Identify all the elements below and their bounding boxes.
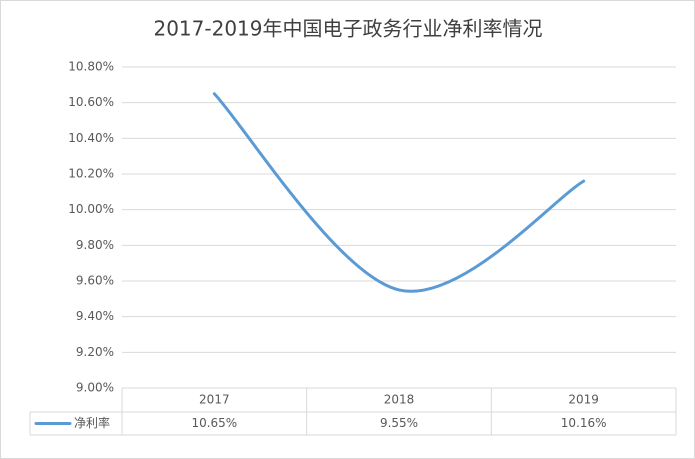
y-tick-label: 10.60% <box>68 95 114 109</box>
legend-label: 净利率 <box>74 415 110 430</box>
y-tick-label: 9.60% <box>76 274 114 288</box>
y-tick-label: 10.20% <box>68 167 114 181</box>
y-tick-label: 9.20% <box>76 345 114 359</box>
line-series <box>212 92 586 293</box>
x-tick-label: 2019 <box>568 393 599 407</box>
y-tick-label: 9.80% <box>76 238 114 252</box>
chart-title: 2017-2019年中国电子政务行业净利率情况 <box>153 17 542 41</box>
y-tick-label: 10.80% <box>68 60 114 74</box>
data-label: 10.65% <box>191 416 237 430</box>
data-label: 9.55% <box>380 416 418 430</box>
data-label: 10.16% <box>561 416 607 430</box>
y-tick-label: 9.00% <box>76 381 114 395</box>
y-tick-label: 10.40% <box>68 131 114 145</box>
x-tick-label: 2018 <box>384 393 415 407</box>
y-tick-label: 9.40% <box>76 309 114 323</box>
y-tick-label: 10.00% <box>68 202 114 216</box>
x-tick-label: 2017 <box>199 393 230 407</box>
